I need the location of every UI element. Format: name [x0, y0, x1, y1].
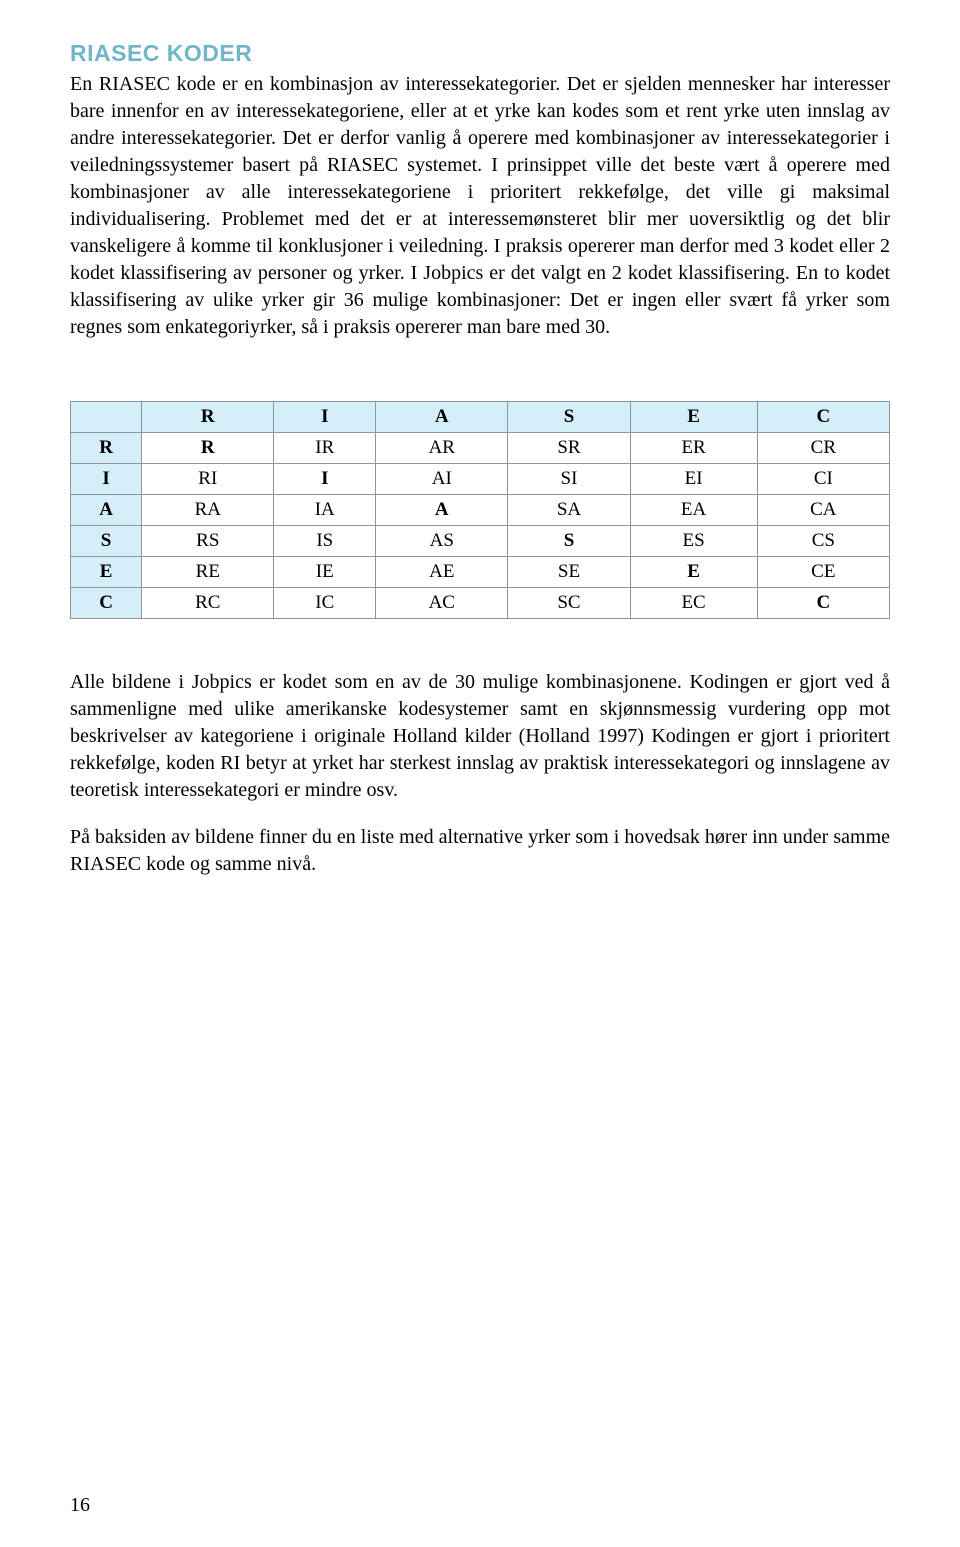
table-cell: SE — [508, 557, 630, 588]
table-cell: IR — [274, 433, 376, 464]
table-cell: AR — [376, 433, 508, 464]
table-cell: CR — [757, 433, 889, 464]
table-cell: E — [630, 557, 757, 588]
table-cell: IE — [274, 557, 376, 588]
table-header-cell — [71, 402, 142, 433]
table-cell: ER — [630, 433, 757, 464]
table-cell: C — [71, 588, 142, 619]
table-cell: CI — [757, 464, 889, 495]
table-cell: CE — [757, 557, 889, 588]
table-cell: EA — [630, 495, 757, 526]
table-cell: E — [71, 557, 142, 588]
table-cell: AC — [376, 588, 508, 619]
table-row: CRCICACSCECC — [71, 588, 890, 619]
table-cell: SR — [508, 433, 630, 464]
table-cell: RA — [142, 495, 274, 526]
paragraph-1: En RIASEC kode er en kombinasjon av inte… — [70, 71, 890, 341]
table-cell: RC — [142, 588, 274, 619]
page-title: RIASEC KODER — [70, 40, 890, 67]
table-cell: SI — [508, 464, 630, 495]
table-cell: ES — [630, 526, 757, 557]
paragraph-2: Alle bildene i Jobpics er kodet som en a… — [70, 669, 890, 804]
table-cell: R — [71, 433, 142, 464]
table-cell: S — [71, 526, 142, 557]
table-header-cell: A — [376, 402, 508, 433]
table-row: EREIEAESEECE — [71, 557, 890, 588]
table-row: RRIRARSRERCR — [71, 433, 890, 464]
table-cell: RI — [142, 464, 274, 495]
table-cell: IA — [274, 495, 376, 526]
table-row: SRSISASSESCS — [71, 526, 890, 557]
table-cell: I — [274, 464, 376, 495]
table-header-cell: I — [274, 402, 376, 433]
table-cell: R — [142, 433, 274, 464]
table-header-cell: R — [142, 402, 274, 433]
table-header-cell: C — [757, 402, 889, 433]
table-header-cell: S — [508, 402, 630, 433]
table-header-cell: E — [630, 402, 757, 433]
table-cell: A — [71, 495, 142, 526]
table-cell: AI — [376, 464, 508, 495]
table-row: ARAIAASAEACA — [71, 495, 890, 526]
table-cell: EI — [630, 464, 757, 495]
table-row: IRIIAISIEICI — [71, 464, 890, 495]
table-cell: RS — [142, 526, 274, 557]
table-cell: EC — [630, 588, 757, 619]
table-cell: AS — [376, 526, 508, 557]
table-cell: CA — [757, 495, 889, 526]
table-cell: A — [376, 495, 508, 526]
table-cell: RE — [142, 557, 274, 588]
table-cell: SA — [508, 495, 630, 526]
table-cell: SC — [508, 588, 630, 619]
table-cell: AE — [376, 557, 508, 588]
table-cell: S — [508, 526, 630, 557]
page-number: 16 — [70, 1494, 90, 1517]
table-cell: C — [757, 588, 889, 619]
table-cell: IC — [274, 588, 376, 619]
table-cell: I — [71, 464, 142, 495]
riasec-table: RIASECRRIRARSRERCRIRIIAISIEICIARAIAASAEA… — [70, 401, 890, 619]
table-cell: IS — [274, 526, 376, 557]
table-cell: CS — [757, 526, 889, 557]
paragraph-3: På baksiden av bildene finner du en list… — [70, 824, 890, 878]
